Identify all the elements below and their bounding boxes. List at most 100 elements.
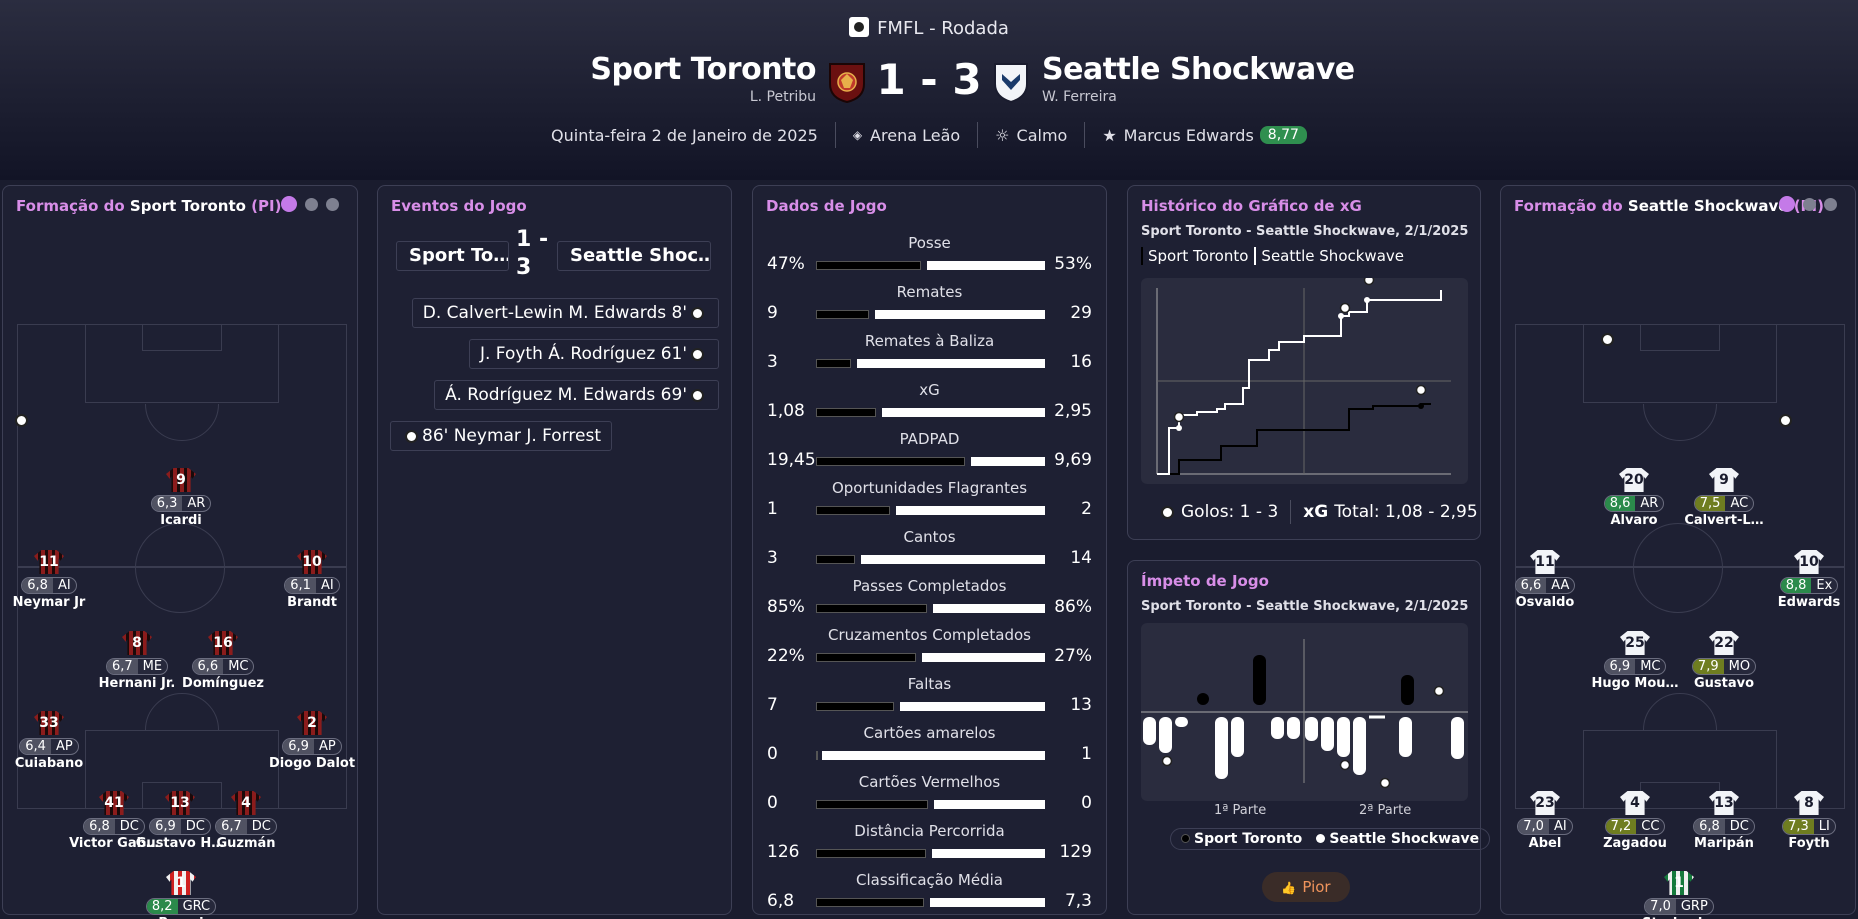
away-team[interactable]: Seattle Shockwave W. Ferreira xyxy=(1042,52,1355,105)
page-dot[interactable] xyxy=(305,198,318,211)
player-card[interactable]: 20 8,6 AR Álvaro xyxy=(1579,468,1689,528)
goal-ball-icon[interactable] xyxy=(1433,685,1445,697)
momentum-legend-home[interactable]: Sport Toronto xyxy=(1181,831,1302,847)
player-card[interactable]: 23 7,0 AI Abel xyxy=(1490,791,1600,851)
page-dot[interactable] xyxy=(1779,196,1795,212)
formation-view-switch[interactable] xyxy=(1779,196,1837,212)
player-card[interactable]: 11 6,6 AA Osvaldo xyxy=(1490,550,1600,610)
page-dot[interactable] xyxy=(1824,198,1837,211)
player-card[interactable]: 13 6,8 DC Maripán xyxy=(1669,791,1779,851)
center-circle xyxy=(135,523,225,613)
goal-ball-icon[interactable] xyxy=(1415,384,1427,396)
player-card[interactable]: 9 7,5 AC Calvert-L… xyxy=(1669,468,1779,528)
stat-row[interactable]: xG 1,08 2,95 xyxy=(753,381,1106,430)
player-name[interactable]: Gustavo xyxy=(1693,676,1755,691)
player-card[interactable]: 25 6,9 MC Hugo Mou… xyxy=(1580,631,1690,691)
player-name[interactable]: Edwards xyxy=(1777,595,1841,610)
player-rating-chip: 7,3 LI xyxy=(1782,818,1836,835)
stat-row[interactable]: Remates 9 29 xyxy=(753,283,1106,332)
player-card[interactable]: 33 6,4 AP Cuiabano xyxy=(0,711,104,771)
away-crest-icon[interactable] xyxy=(990,60,1032,104)
player-name[interactable]: Guzmán xyxy=(216,836,276,851)
stat-row[interactable]: Posse 47% 53% xyxy=(753,234,1106,283)
player-position: Ex xyxy=(1816,578,1833,593)
home-manager[interactable]: L. Petribu xyxy=(749,89,816,105)
player-card[interactable]: 22 7,9 MO Gustavo xyxy=(1669,631,1779,691)
stat-row[interactable]: Cartões Vermelhos 0 0 xyxy=(753,773,1106,822)
legend-dot xyxy=(1316,834,1326,843)
player-card[interactable]: 16 6,6 MC Domínguez xyxy=(168,631,278,691)
stat-row[interactable]: Distância Percorrida 126 129 xyxy=(753,822,1106,871)
player-card[interactable]: 41 6,8 DC Victor Gab… xyxy=(59,791,169,851)
goal-ball-icon[interactable] xyxy=(1379,777,1391,789)
player-card[interactable]: 8 6,7 ME Hernani Jr. xyxy=(82,631,192,691)
goal-ball-icon[interactable] xyxy=(1173,411,1185,423)
player-name[interactable]: Calvert-L… xyxy=(1684,513,1764,528)
xg-chart-area xyxy=(1141,274,1468,484)
event-item[interactable]: J. Foyth Á. Rodríguez 61' xyxy=(468,339,719,369)
rating-feedback-button[interactable]: 👍 Pior xyxy=(1262,872,1350,902)
goal-ball-icon[interactable] xyxy=(1161,755,1173,767)
event-item[interactable]: D. Calvert-Lewin M. Edwards 8' xyxy=(411,298,719,328)
player-name[interactable]: Cuiabano xyxy=(14,756,84,771)
stadium-name[interactable]: Arena Leão xyxy=(870,125,961,145)
player-name[interactable]: Osvaldo xyxy=(1515,595,1575,610)
player-card[interactable]: 10 8,8 Ex Edwards xyxy=(1754,550,1858,610)
events-away-team[interactable]: Seattle Shoc… xyxy=(557,241,711,271)
player-card[interactable]: 4 7,2 CC Zagadou xyxy=(1580,791,1690,851)
away-manager[interactable]: W. Ferreira xyxy=(1042,89,1117,105)
stat-row[interactable]: Classificação Média 6,8 7,3 xyxy=(753,871,1106,919)
event-item[interactable]: Á. Rodríguez M. Edwards 69' xyxy=(434,380,719,410)
player-name[interactable]: Diogo Dalot xyxy=(268,756,356,771)
xg-legend-away[interactable]: Seattle Shockwave xyxy=(1254,247,1404,265)
stat-bar-home xyxy=(816,898,924,907)
player-rating: 6,1 xyxy=(285,578,316,593)
goal-ball-icon[interactable] xyxy=(1339,759,1351,771)
stat-row[interactable]: Oportunidades Flagrantes 1 2 xyxy=(753,479,1106,528)
stat-row[interactable]: Cantos 3 14 xyxy=(753,528,1106,577)
player-name[interactable]: Icardi xyxy=(160,513,202,528)
formation-view-switch[interactable] xyxy=(281,196,339,212)
home-team[interactable]: Sport Toronto L. Petribu xyxy=(590,52,816,105)
player-rating-chip: 6,6 MC xyxy=(191,658,255,675)
player-card[interactable]: 10 6,1 AI Brandt xyxy=(257,550,367,610)
stat-row[interactable]: Cruzamentos Completados 22% 27% xyxy=(753,626,1106,675)
momentum-title: Ímpeto de Jogo xyxy=(1141,572,1269,590)
stat-row[interactable]: Faltas 7 13 xyxy=(753,675,1106,724)
shirt-icon: 25 xyxy=(1620,631,1650,655)
home-crest-icon[interactable] xyxy=(826,60,868,104)
competition-title[interactable]: FMFL - Rodada xyxy=(0,17,1858,39)
event-item[interactable]: 86' Neymar J. Forrest xyxy=(390,421,612,451)
page-dot[interactable] xyxy=(1803,198,1816,211)
player-name[interactable]: Brandt xyxy=(287,595,337,610)
player-card[interactable]: 13 6,9 DC Gustavo H… xyxy=(125,791,235,851)
events-home-team[interactable]: Sport To… xyxy=(396,241,509,271)
stat-row[interactable]: Remates à Baliza 3 16 xyxy=(753,332,1106,381)
player-card[interactable]: 8 7,3 LI Foyth xyxy=(1754,791,1858,851)
page-dot[interactable] xyxy=(326,198,339,211)
stat-row[interactable]: Cartões amarelos 0 1 xyxy=(753,724,1106,773)
player-card[interactable]: 11 6,8 AI Neymar Jr xyxy=(0,550,104,610)
momentum-legend-away[interactable]: Seattle Shockwave xyxy=(1316,831,1479,847)
home-team-name[interactable]: Sport Toronto xyxy=(590,52,816,87)
player-name[interactable]: Foyth xyxy=(1788,836,1830,851)
shirt-icon: 10 xyxy=(1794,550,1824,574)
motm-name[interactable]: Marcus Edwards xyxy=(1123,125,1254,145)
player-card[interactable]: 2 6,9 AP Diogo Dalot xyxy=(257,711,367,771)
stat-row[interactable]: Passes Completados 85% 86% xyxy=(753,577,1106,626)
away-team-name[interactable]: Seattle Shockwave xyxy=(1042,52,1355,87)
stat-row[interactable]: PADPAD 19,45 9,69 xyxy=(753,430,1106,479)
goal-ball-icon[interactable] xyxy=(1339,302,1351,314)
shirt-icon: 8 xyxy=(122,631,152,655)
goal-ball-icon[interactable] xyxy=(1363,274,1375,286)
xg-legend-home[interactable]: Sport Toronto xyxy=(1141,247,1248,265)
page-dot[interactable] xyxy=(281,196,297,212)
player-name[interactable]: Domínguez xyxy=(182,676,264,691)
player-name[interactable]: Neymar Jr xyxy=(12,595,86,610)
player-rating: 6,8 xyxy=(84,819,115,834)
competition-logo-icon xyxy=(849,17,870,37)
player-card[interactable]: 4 6,7 DC Guzmán xyxy=(191,791,301,851)
player-card[interactable]: 9 6,3 AR Icardi xyxy=(126,468,236,528)
